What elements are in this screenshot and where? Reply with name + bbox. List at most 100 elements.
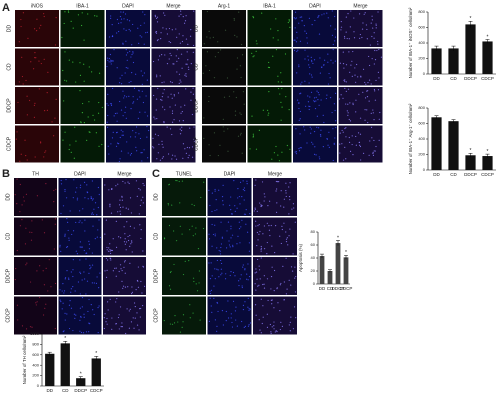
- cell-dot: [79, 220, 81, 222]
- cell-dot: [222, 118, 224, 120]
- cell-dot: [142, 101, 145, 104]
- cell-dot: [180, 112, 182, 114]
- cell-dot: [112, 87, 114, 90]
- cell-dot: [106, 323, 108, 325]
- cell-dot: [296, 31, 298, 33]
- cell-dot: [298, 66, 300, 68]
- cell-dot: [132, 96, 134, 98]
- cell-dot: [363, 13, 365, 15]
- cell-dot: [127, 235, 129, 238]
- cell-dot: [180, 81, 182, 83]
- cell-dot: [376, 49, 378, 52]
- cell-dot: [90, 196, 92, 198]
- cell-dot: [234, 210, 236, 212]
- cell-dot: [60, 183, 63, 185]
- cell-dot: [66, 217, 68, 220]
- cell-dot: [108, 57, 110, 60]
- cell-dot: [121, 269, 123, 272]
- cell-dot: [156, 16, 159, 18]
- cell-dot: [216, 247, 218, 249]
- cell-dot: [111, 317, 113, 319]
- micrograph: [247, 10, 292, 47]
- cell-dot: [229, 274, 231, 277]
- cell-dot: [121, 74, 123, 76]
- cell-dot: [136, 150, 138, 152]
- row-label: DD: [5, 193, 11, 201]
- cell-dot: [328, 146, 330, 148]
- cell-dot: [39, 296, 41, 299]
- cell-dot: [271, 326, 273, 328]
- cell-dot: [280, 81, 283, 83]
- cell-dot: [128, 310, 130, 312]
- cell-dot: [181, 40, 184, 43]
- cell-dot: [339, 62, 341, 64]
- cell-dot: [67, 229, 69, 232]
- cell-dot: [81, 296, 84, 299]
- cell-dot: [284, 53, 287, 55]
- cell-dot: [122, 115, 124, 117]
- cell-dot: [283, 281, 285, 283]
- cell-dot: [173, 63, 175, 65]
- cell-dot: [107, 250, 110, 252]
- cell-dot: [59, 246, 61, 248]
- cell-dot: [136, 195, 138, 197]
- cell-dot: [233, 180, 235, 182]
- cell-dot: [224, 29, 227, 31]
- cell-dot: [184, 148, 186, 150]
- cell-dot: [344, 127, 346, 130]
- cell-dot: [111, 328, 113, 330]
- cell-dot: [213, 297, 215, 299]
- cell-dot: [289, 330, 291, 332]
- cell-dot: [25, 79, 27, 82]
- cell-dot: [345, 158, 347, 160]
- cell-dot: [18, 81, 20, 83]
- cell-dot: [222, 184, 224, 186]
- cell-dot: [59, 244, 61, 247]
- cell-dot: [234, 110, 237, 112]
- column-header: Merge: [353, 3, 367, 9]
- cell-dot: [128, 95, 130, 97]
- cell-dot: [87, 13, 89, 15]
- cell-dot: [256, 43, 258, 45]
- cell-dot: [82, 208, 84, 210]
- cell-dot: [107, 59, 109, 61]
- cell-dot: [285, 240, 288, 243]
- cell-dot: [97, 206, 99, 209]
- cell-dot: [238, 280, 240, 282]
- y-tick-label: 0: [313, 281, 316, 286]
- cell-dot: [36, 270, 38, 272]
- cell-dot: [72, 286, 74, 288]
- cell-dot: [241, 285, 243, 287]
- cell-dot: [214, 56, 217, 58]
- cell-dot: [288, 109, 290, 111]
- cell-dot: [190, 63, 192, 65]
- cell-dot: [168, 58, 170, 60]
- cell-dot: [128, 327, 131, 329]
- cell-dot: [355, 81, 357, 83]
- cell-dot: [142, 11, 144, 13]
- cell-dot: [19, 211, 21, 213]
- cell-dot: [290, 284, 292, 286]
- micrograph: [151, 87, 196, 124]
- cell-dot: [79, 272, 82, 275]
- cell-dot: [73, 179, 75, 181]
- cell-dot: [99, 236, 101, 239]
- cell-dot: [90, 266, 92, 268]
- cell-dot: [290, 316, 292, 318]
- cell-dot: [35, 302, 37, 304]
- micrograph: [60, 48, 105, 86]
- bar: [465, 24, 476, 74]
- cell-dot: [309, 126, 311, 128]
- cell-dot: [132, 130, 134, 132]
- cell-dot: [47, 290, 49, 292]
- cell-dot: [117, 183, 119, 185]
- cell-dot: [70, 288, 72, 290]
- cell-dot: [339, 152, 341, 154]
- cell-dot: [295, 317, 297, 319]
- cell-dot: [139, 137, 142, 140]
- cell-dot: [155, 32, 158, 34]
- cell-dot: [294, 11, 297, 13]
- cell-dot: [240, 76, 242, 79]
- cell-dot: [281, 106, 283, 108]
- cell-dot: [266, 278, 269, 280]
